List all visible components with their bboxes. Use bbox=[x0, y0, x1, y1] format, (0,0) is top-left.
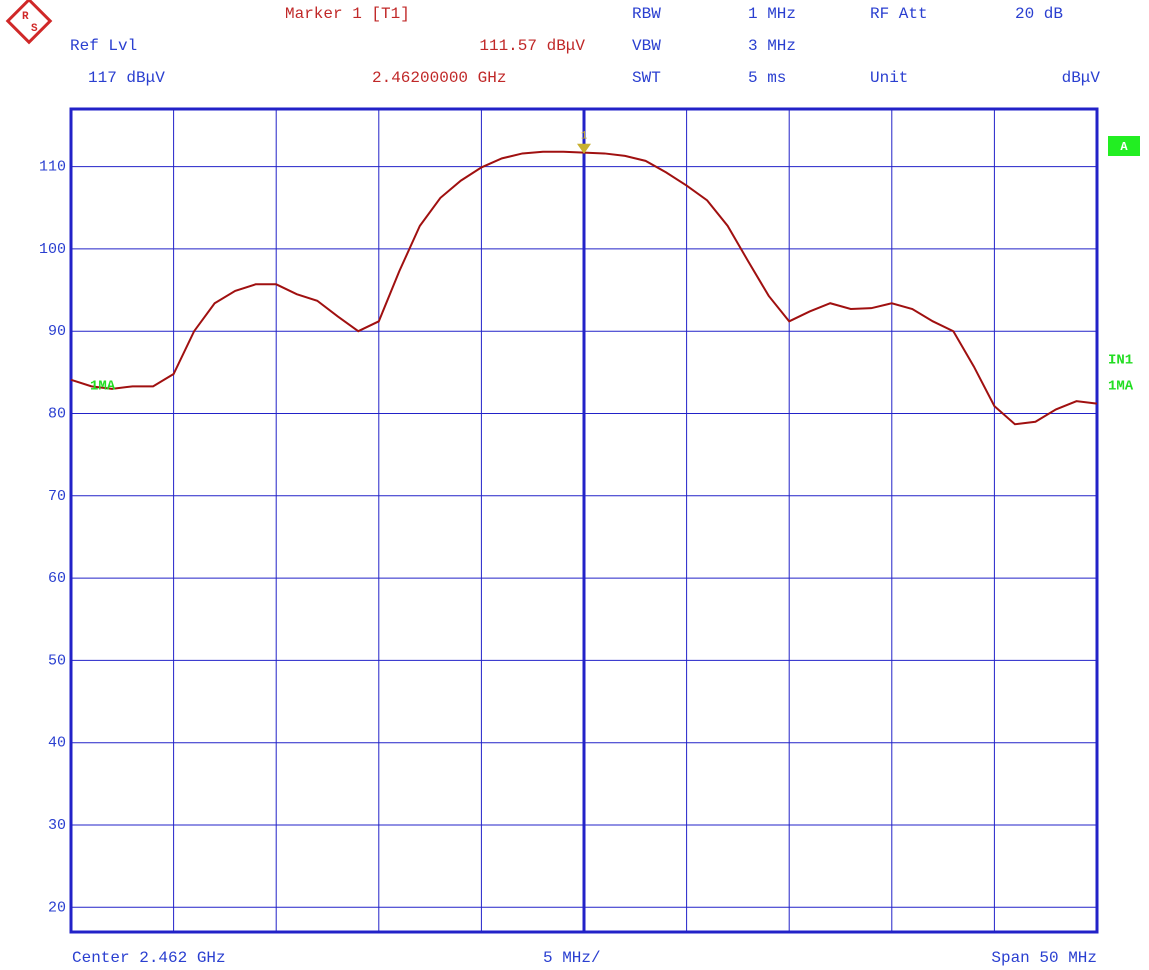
y-tick-label: 30 bbox=[48, 817, 66, 834]
marker bbox=[577, 143, 591, 154]
footer-div: 5 MHz/ bbox=[543, 949, 601, 967]
marker-level: 111.57 dBμV bbox=[479, 37, 585, 55]
unit-label: Unit bbox=[870, 69, 908, 87]
svg-text:R: R bbox=[22, 11, 29, 23]
y-tick-label: 40 bbox=[48, 735, 66, 752]
footer-span: Span 50 MHz bbox=[991, 949, 1097, 967]
svg-text:S: S bbox=[31, 23, 38, 35]
marker-title: Marker 1 [T1] bbox=[285, 5, 410, 23]
y-tick-label: 50 bbox=[48, 652, 66, 669]
side-mode: 1MA bbox=[1108, 379, 1134, 395]
y-tick-label: 110 bbox=[39, 159, 66, 176]
trace-badge-label: A bbox=[1120, 140, 1128, 154]
y-tick-label: 70 bbox=[48, 488, 66, 505]
att-value: 20 dB bbox=[1015, 5, 1063, 23]
swt-value: 5 ms bbox=[748, 69, 786, 87]
y-tick-label: 20 bbox=[48, 899, 66, 916]
unit-value: dBμV bbox=[1062, 69, 1101, 87]
footer-center: Center 2.462 GHz bbox=[72, 949, 226, 967]
logo: R S bbox=[5, 0, 53, 45]
ref-value: 117 dBμV bbox=[88, 69, 165, 87]
vbw-label: VBW bbox=[632, 37, 661, 55]
side-input: IN1 bbox=[1108, 353, 1133, 369]
swt-label: SWT bbox=[632, 69, 661, 87]
y-tick-label: 80 bbox=[48, 405, 66, 422]
ref-label: Ref Lvl bbox=[70, 37, 137, 55]
vbw-value: 3 MHz bbox=[748, 37, 796, 55]
att-label: RF Att bbox=[870, 5, 928, 23]
rbw-value: 1 MHz bbox=[748, 5, 796, 23]
trace-label: 1MA bbox=[90, 379, 116, 395]
y-tick-label: 100 bbox=[39, 241, 66, 258]
y-tick-label: 90 bbox=[48, 323, 66, 340]
marker-label: 1 bbox=[581, 131, 588, 143]
trace-badge bbox=[1108, 136, 1140, 156]
rbw-label: RBW bbox=[632, 5, 661, 23]
y-tick-label: 60 bbox=[48, 570, 66, 587]
marker-freq: 2.46200000 GHz bbox=[372, 69, 506, 87]
